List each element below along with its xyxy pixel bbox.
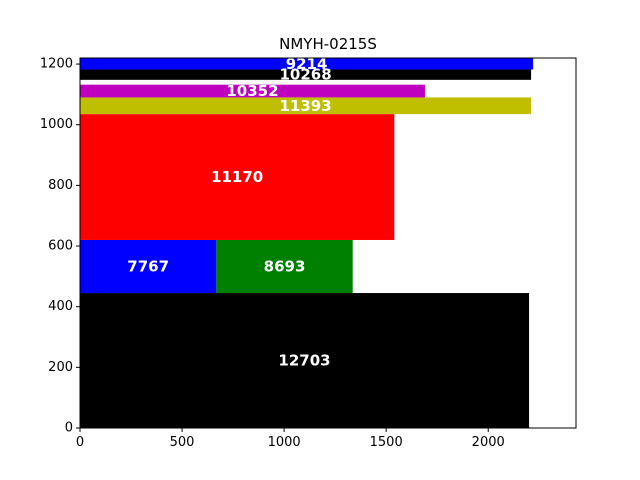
y-tick-label-5: 1000 bbox=[40, 117, 73, 132]
x-tick-label-2: 1000 bbox=[268, 435, 301, 450]
x-tick-label-4: 2000 bbox=[472, 435, 505, 450]
chart-title: NMYH-0215S bbox=[279, 35, 377, 53]
rect-6 bbox=[80, 69, 532, 80]
rect-label-7: 9214 bbox=[286, 55, 328, 73]
x-axis: 0 500 1000 1500 2000 bbox=[76, 428, 505, 450]
rects-layer bbox=[80, 58, 534, 428]
x-tick-label-1: 500 bbox=[170, 435, 195, 450]
x-tick-label-3: 1500 bbox=[370, 435, 403, 450]
y-tick-label-6: 1200 bbox=[40, 57, 73, 72]
rect-1 bbox=[80, 239, 217, 294]
rect-5 bbox=[80, 84, 425, 98]
y-tick-label-3: 600 bbox=[48, 239, 73, 254]
rect-label-5: 10352 bbox=[226, 82, 278, 100]
rect-0 bbox=[80, 293, 530, 428]
plot-frame bbox=[79, 57, 577, 429]
y-axis: 0 200 400 600 800 1000 1200 bbox=[40, 57, 80, 436]
rect-2 bbox=[216, 239, 353, 294]
rect-label-6: 10268 bbox=[279, 66, 331, 84]
rect-3 bbox=[80, 114, 395, 240]
x-tick-label-0: 0 bbox=[76, 435, 84, 450]
rect-7 bbox=[80, 58, 534, 70]
rect-label-0: 12703 bbox=[278, 352, 330, 370]
rect-4 bbox=[80, 97, 532, 115]
rect-label-3: 11170 bbox=[211, 168, 263, 186]
rect-label-1: 7767 bbox=[127, 258, 169, 276]
rect-label-2: 8693 bbox=[264, 258, 306, 276]
y-tick-label-0: 0 bbox=[65, 421, 73, 436]
y-tick-label-2: 400 bbox=[48, 299, 73, 314]
rect-label-4: 11393 bbox=[279, 97, 331, 115]
y-tick-label-4: 800 bbox=[48, 178, 73, 193]
y-tick-label-1: 200 bbox=[48, 360, 73, 375]
